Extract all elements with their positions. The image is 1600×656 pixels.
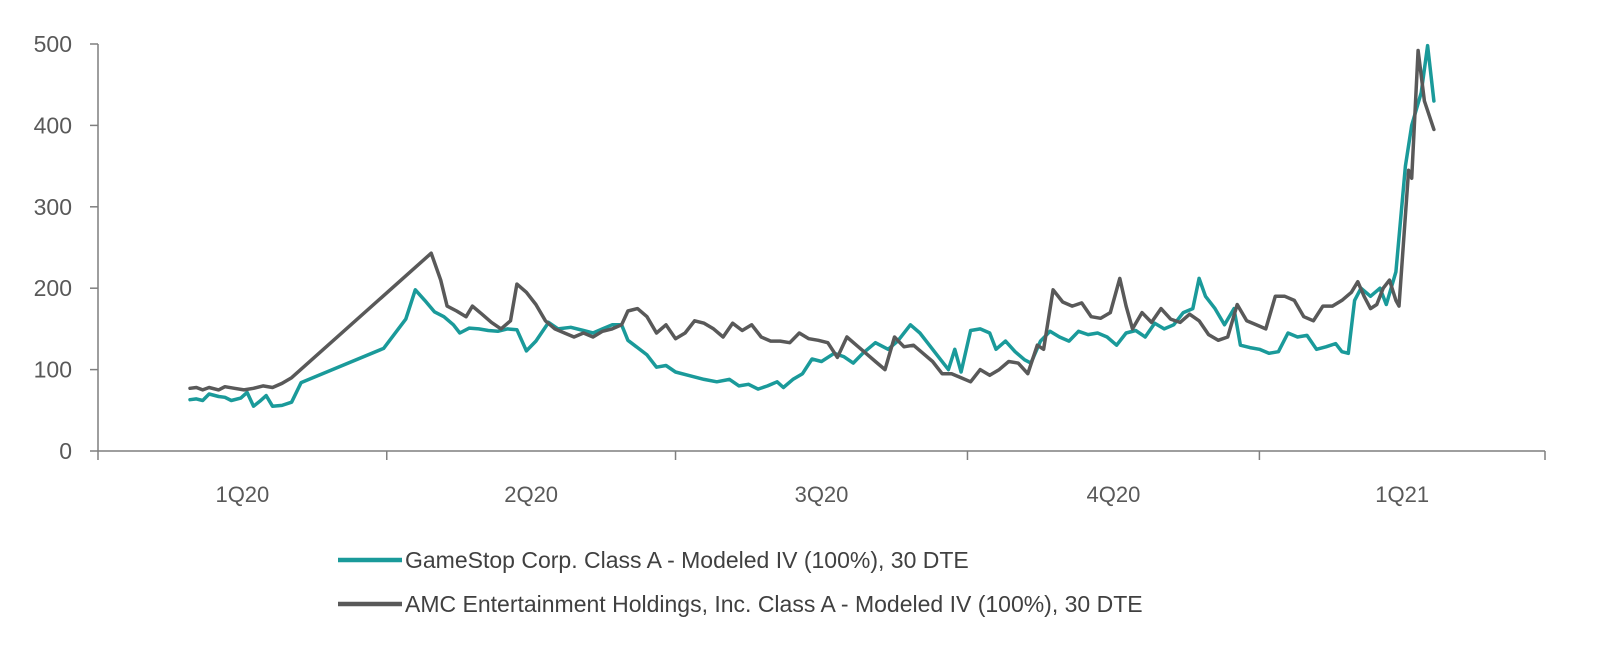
y-tick-label: 400 — [34, 112, 72, 138]
series-line-amc — [188, 48, 1436, 392]
x-tick-label: 1Q21 — [1375, 482, 1429, 507]
x-tick-label: 2Q20 — [504, 482, 558, 507]
legend-label: AMC Entertainment Holdings, Inc. Class A… — [405, 591, 1143, 617]
x-tick-label: 1Q20 — [215, 482, 269, 507]
y-axis: 0 100 200 300 400 500 — [34, 31, 99, 464]
legend-label: GameStop Corp. Class A - Modeled IV (100… — [405, 547, 969, 573]
x-tick-label: 4Q20 — [1087, 482, 1141, 507]
x-tick-label: 3Q20 — [795, 482, 849, 507]
series-line-gamestop — [188, 43, 1436, 408]
y-tick-label: 500 — [34, 31, 72, 57]
x-axis: 1Q20 2Q20 3Q20 4Q20 1Q21 — [97, 450, 1546, 507]
y-tick-label: 300 — [34, 194, 72, 220]
series-lines — [188, 43, 1436, 408]
y-tick-label: 0 — [59, 438, 72, 464]
y-tick-label: 100 — [34, 357, 72, 383]
y-tick-label: 200 — [34, 275, 72, 301]
legend: GameStop Corp. Class A - Modeled IV (100… — [338, 547, 1143, 617]
